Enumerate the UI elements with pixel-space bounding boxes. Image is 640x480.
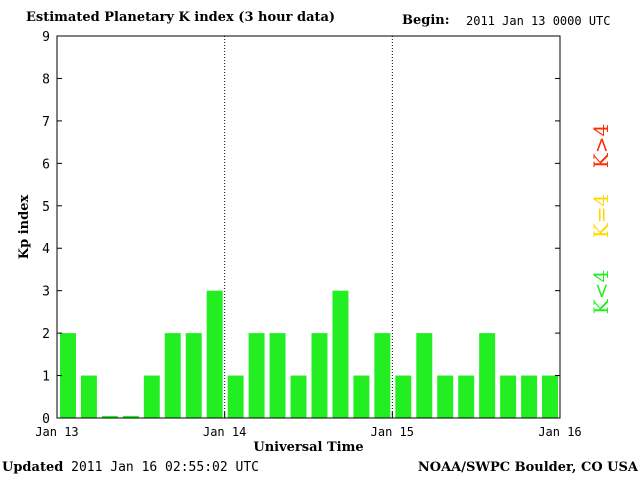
bar [269, 333, 286, 418]
bar [542, 375, 558, 418]
bar [374, 333, 391, 418]
updated-value: 2011 Jan 16 02:55:02 UTC [71, 460, 259, 475]
legend: K>4 K=4 K<4 [589, 124, 613, 314]
y-tick-label: 5 [42, 200, 50, 215]
y-tick-label: 8 [42, 72, 50, 87]
y-tick-label: 0 [42, 412, 50, 427]
day-dividers [224, 36, 393, 418]
plot-frame [56, 35, 561, 419]
updated-timestamp: Updated 2011 Jan 16 02:55:02 UTC [2, 460, 259, 475]
bar [458, 375, 475, 418]
chart-title: Estimated Planetary K index (3 hour data… [26, 10, 336, 25]
credit-text: NOAA/SWPC Boulder, CO USA [417, 460, 638, 475]
begin-value: 2011 Jan 13 0000 UTC [466, 14, 611, 28]
bar [332, 290, 349, 418]
bar [311, 333, 328, 418]
x-tick-label: Jan 13 [35, 425, 78, 439]
x-tick-label: Jan 15 [371, 425, 414, 439]
bar [248, 333, 265, 418]
y-tick-label: 9 [42, 30, 50, 45]
bar [227, 375, 244, 418]
begin-label: Begin: [402, 13, 450, 28]
bar [122, 415, 139, 418]
x-axis-label: Universal Time [253, 440, 363, 455]
bar [500, 375, 517, 418]
y-axis-ticks: 0 1 2 3 4 5 6 7 8 9 [42, 30, 560, 427]
bar [395, 375, 412, 418]
bar [521, 375, 538, 418]
bar [353, 375, 370, 418]
y-tick-label: 4 [42, 242, 50, 257]
bar [143, 375, 160, 418]
bar [101, 415, 118, 418]
bar [416, 333, 433, 418]
bar [290, 375, 307, 418]
legend-item: K=4 [589, 194, 613, 238]
legend-item: K<4 [589, 270, 613, 314]
bar [479, 333, 496, 418]
x-tick-label: Jan 14 [203, 425, 246, 439]
bar [80, 375, 97, 418]
y-tick-label: 3 [42, 285, 50, 300]
y-tick-label: 2 [42, 327, 50, 342]
bar [164, 333, 181, 418]
updated-label: Updated [2, 460, 64, 475]
bar [437, 375, 454, 418]
legend-item: K>4 [589, 124, 613, 168]
y-tick-label: 6 [42, 157, 50, 172]
bar [60, 333, 76, 418]
x-tick-label: Jan 16 [538, 425, 581, 439]
x-axis-ticks: Jan 13 Jan 14 Jan 15 Jan 16 [35, 412, 582, 439]
bars-group [60, 290, 558, 418]
bar [185, 333, 202, 418]
y-tick-label: 1 [42, 370, 50, 385]
y-axis-label: Kp index [17, 195, 32, 260]
y-tick-label: 7 [42, 115, 50, 130]
bar [206, 290, 223, 418]
